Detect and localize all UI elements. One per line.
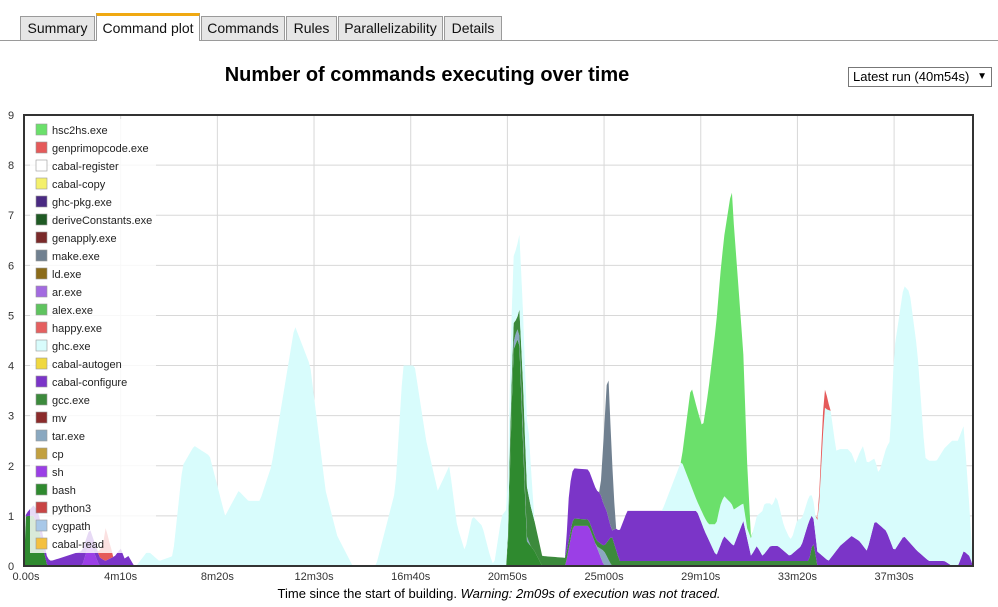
area-series: [24, 309, 973, 566]
x-tick-label: 12m30s: [294, 571, 334, 583]
legend-label: cabal-autogen: [52, 359, 122, 371]
tab-rules[interactable]: Rules: [286, 16, 337, 40]
y-tick-label: 8: [8, 160, 14, 172]
legend-label: cabal-read: [52, 539, 104, 551]
tab-command-plot[interactable]: Command plot: [96, 13, 200, 41]
legend-swatch: [35, 303, 48, 316]
legend-swatch: [35, 483, 48, 496]
legend-swatch: [35, 267, 48, 280]
chart-caption: Time since the start of building. Warnin…: [0, 586, 998, 601]
legend-label: alex.exe: [52, 305, 93, 317]
legend-label: ld.exe: [52, 269, 81, 281]
area-series-group: [24, 192, 973, 566]
legend-swatch: [35, 285, 48, 298]
legend-label: tar.exe: [52, 431, 85, 443]
legend-label: cp: [52, 449, 64, 461]
legend: hsc2hs.exe genprimopcode.exe cabal-registe…: [30, 119, 156, 553]
legend-swatch: [35, 465, 48, 478]
x-tick-label: 0.00s: [13, 571, 40, 583]
legend-swatch: [35, 393, 48, 406]
legend-swatch: [35, 159, 48, 172]
legend-label: ar.exe: [52, 287, 82, 299]
legend-swatch: [35, 501, 48, 514]
legend-swatch: [35, 195, 48, 208]
legend-label: ghc-pkg.exe: [52, 197, 112, 209]
y-tick-label: 3: [8, 411, 14, 423]
x-tick-label: 20m50s: [488, 571, 528, 583]
y-tick-label: 2: [8, 461, 14, 473]
legend-label: ghc.exe: [52, 341, 91, 353]
y-tick-label: 5: [8, 310, 14, 322]
legend-label: genapply.exe: [52, 233, 117, 245]
caption-text: Time since the start of building.: [277, 586, 457, 601]
legend-label: mv: [52, 413, 67, 425]
legend-label: make.exe: [52, 251, 100, 263]
y-tick-label: 4: [8, 361, 14, 373]
legend-label: cabal-copy: [52, 179, 106, 191]
legend-label: cabal-configure: [52, 377, 127, 389]
legend-label: hsc2hs.exe: [52, 125, 108, 137]
chart-title: Number of commands executing over time: [224, 64, 630, 86]
tab-bar: Summary Command plot Commands Rules Para…: [0, 0, 998, 41]
x-tick-label: 8m20s: [201, 571, 235, 583]
legend-swatch: [35, 231, 48, 244]
chevron-down-icon: ▼: [977, 71, 987, 82]
legend-swatch: [35, 519, 48, 532]
legend-swatch: [35, 339, 48, 352]
legend-swatch: [35, 249, 48, 262]
legend-swatch: [35, 537, 48, 550]
legend-swatch: [35, 141, 48, 154]
legend-label: cygpath: [52, 521, 91, 533]
legend-swatch: [35, 177, 48, 190]
tab-parallelizability[interactable]: Parallelizability: [338, 16, 443, 40]
x-tick-label: 33m20s: [778, 571, 818, 583]
y-tick-label: 9: [8, 110, 14, 122]
y-tick-label: 7: [8, 210, 14, 222]
run-select-value: Latest run (40m54s): [853, 69, 970, 84]
legend-label: happy.exe: [52, 323, 102, 335]
legend-label: gcc.exe: [52, 395, 90, 407]
run-select[interactable]: Latest run (40m54s) ▼: [848, 67, 992, 87]
x-tick-label: 16m40s: [391, 571, 431, 583]
legend-swatch: [35, 429, 48, 442]
legend-swatch: [35, 123, 48, 136]
legend-swatch: [35, 375, 48, 388]
legend-swatch: [35, 447, 48, 460]
command-plot-chart: 0 1 2 3 4 5 6 7 8 9 0.00s 4m10s 8m20s 12m30s 16m40s 20m…: [8, 110, 974, 583]
legend-swatch: [35, 213, 48, 226]
tab-details[interactable]: Details: [444, 16, 502, 40]
legend-label: genprimopcode.exe: [52, 143, 149, 155]
y-tick-label: 0: [8, 561, 14, 573]
legend-label: cabal-register: [52, 161, 119, 173]
area-series: [24, 192, 973, 566]
tab-commands[interactable]: Commands: [201, 16, 285, 40]
legend-swatch: [35, 411, 48, 424]
legend-swatch: [35, 321, 48, 334]
legend-label: python3: [52, 503, 91, 515]
x-tick-label: 29m10s: [681, 571, 721, 583]
y-tick-label: 1: [8, 511, 14, 523]
legend-swatch: [35, 357, 48, 370]
legend-background: [30, 119, 156, 553]
x-tick-label: 25m00s: [585, 571, 625, 583]
x-tick-label: 37m30s: [875, 571, 915, 583]
x-tick-label: 4m10s: [104, 571, 138, 583]
tab-summary[interactable]: Summary: [20, 16, 95, 40]
legend-label: bash: [52, 485, 76, 497]
legend-label: sh: [52, 467, 64, 479]
plot-frame: [23, 114, 974, 567]
caption-warning: Warning: 2m09s of execution was not trac…: [460, 586, 721, 601]
y-tick-label: 6: [8, 260, 14, 272]
legend-label: deriveConstants.exe: [52, 215, 152, 227]
